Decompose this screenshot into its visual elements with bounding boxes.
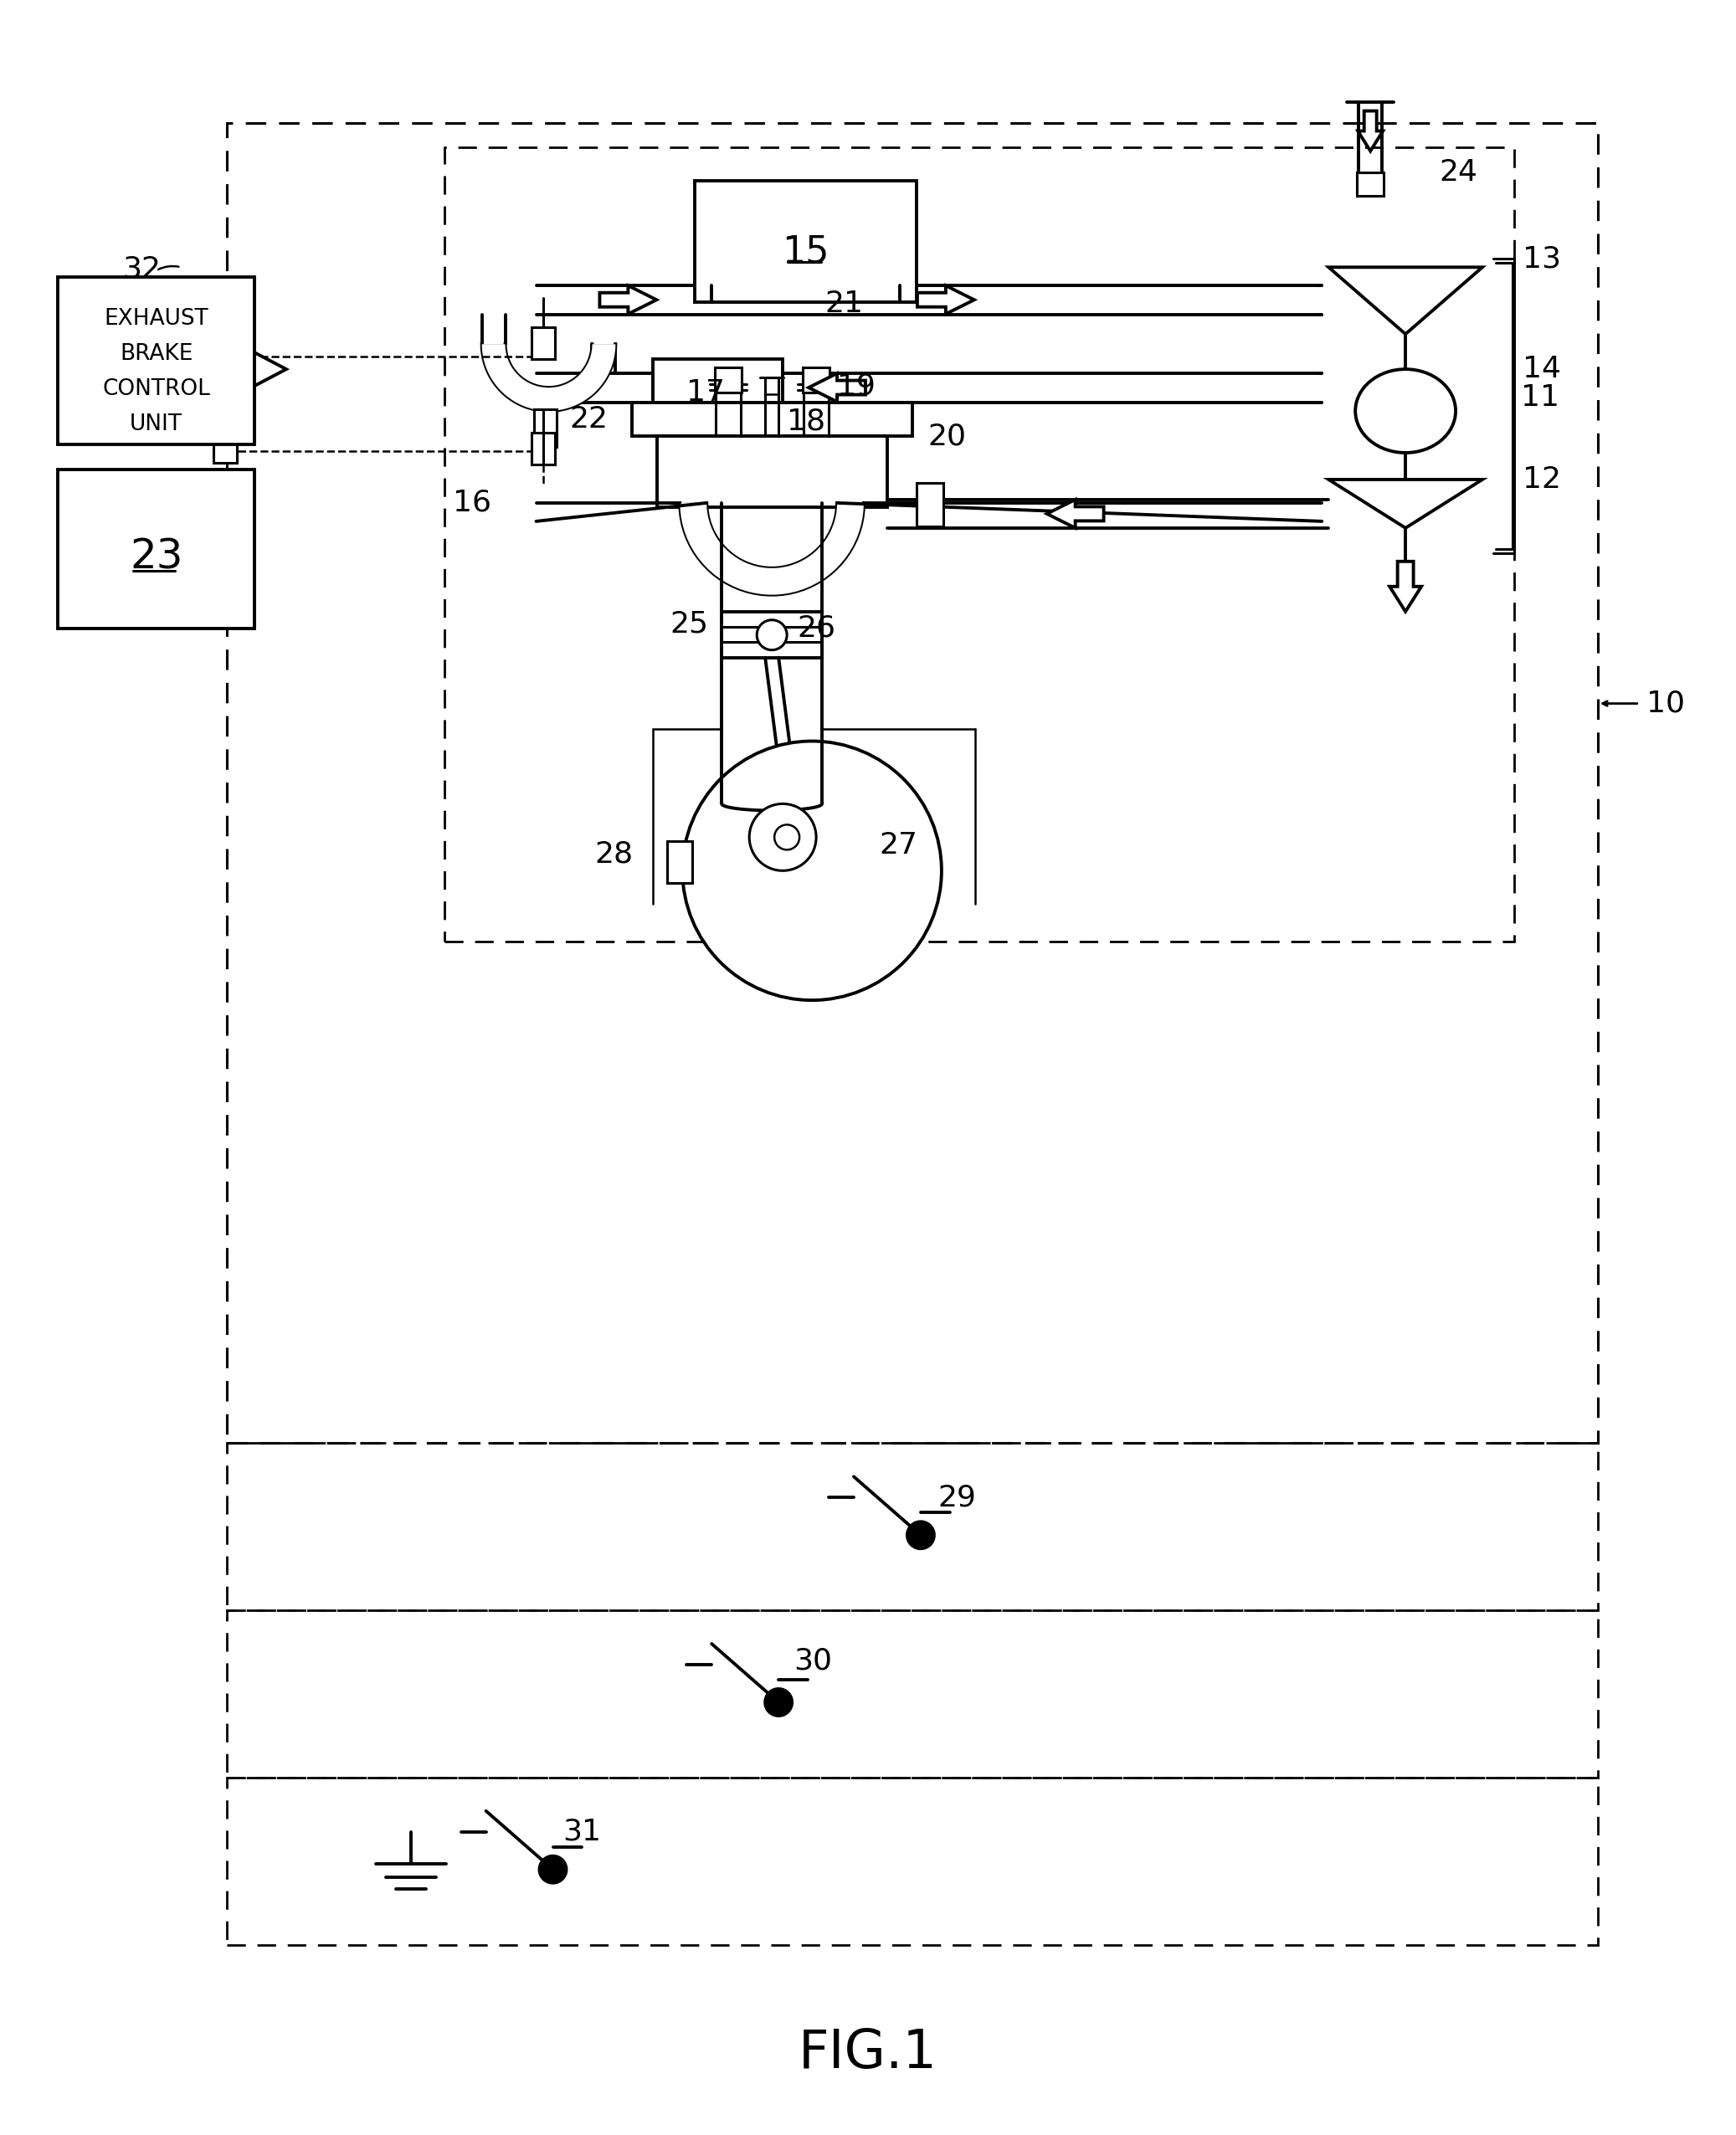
Polygon shape	[483, 344, 616, 410]
Polygon shape	[1358, 111, 1384, 152]
Bar	[214, 440, 236, 463]
Polygon shape	[1389, 562, 1422, 611]
Circle shape	[766, 1689, 792, 1717]
Text: 18: 18	[786, 408, 826, 436]
Text: 13: 13	[1522, 246, 1561, 273]
Circle shape	[540, 1855, 566, 1883]
Text: 11: 11	[1521, 384, 1559, 412]
Bar	[214, 346, 236, 369]
Text: 22: 22	[569, 406, 608, 433]
Bar	[1358, 173, 1384, 196]
Ellipse shape	[1356, 369, 1457, 453]
Bar	[653, 359, 783, 408]
Text: 21: 21	[825, 290, 863, 318]
Bar	[227, 1778, 1597, 1945]
Bar	[227, 122, 1597, 1443]
Text: 25: 25	[670, 611, 708, 638]
Text: 29: 29	[937, 1484, 976, 1512]
Bar	[531, 327, 554, 359]
Text: UNIT: UNIT	[130, 414, 182, 436]
Polygon shape	[1047, 500, 1104, 527]
Text: 32: 32	[122, 254, 161, 284]
Text: FIG.1: FIG.1	[799, 2028, 937, 2079]
Bar	[444, 147, 1514, 942]
Text: 27: 27	[878, 831, 917, 860]
Bar	[227, 1610, 1597, 1778]
Text: 23: 23	[130, 538, 182, 576]
Text: 19: 19	[837, 371, 875, 399]
Text: 31: 31	[562, 1817, 601, 1847]
Bar	[227, 1443, 1597, 1610]
Polygon shape	[599, 286, 656, 314]
Text: 28: 28	[595, 839, 634, 869]
Circle shape	[774, 824, 800, 850]
Text: BRAKE: BRAKE	[120, 344, 193, 365]
Bar	[57, 470, 255, 628]
Circle shape	[682, 741, 941, 999]
Bar	[57, 278, 255, 444]
Text: 14: 14	[1522, 354, 1561, 384]
Text: 15: 15	[783, 233, 830, 269]
Text: 16: 16	[453, 489, 491, 517]
Circle shape	[908, 1522, 934, 1548]
Bar	[658, 436, 887, 508]
Text: 30: 30	[793, 1646, 832, 1674]
Text: CONTROL: CONTROL	[102, 378, 210, 399]
Polygon shape	[681, 504, 865, 596]
Bar	[917, 483, 943, 527]
Text: 17: 17	[687, 378, 726, 408]
Text: 24: 24	[1439, 158, 1477, 188]
Circle shape	[757, 619, 786, 649]
Text: 10: 10	[1646, 690, 1684, 717]
Bar	[667, 841, 693, 884]
Polygon shape	[1328, 267, 1483, 333]
Polygon shape	[255, 352, 286, 386]
Bar	[722, 611, 823, 658]
Bar	[802, 367, 830, 393]
Polygon shape	[809, 374, 866, 401]
Polygon shape	[917, 286, 974, 314]
Text: 12: 12	[1522, 465, 1561, 493]
Bar	[632, 404, 913, 436]
Bar	[694, 181, 917, 303]
Circle shape	[750, 803, 816, 871]
Text: 20: 20	[927, 423, 965, 450]
Polygon shape	[1328, 480, 1483, 527]
Bar	[715, 367, 741, 393]
Text: EXHAUST: EXHAUST	[104, 307, 208, 331]
Text: 26: 26	[797, 615, 835, 643]
Bar	[533, 410, 557, 446]
Bar	[531, 433, 554, 465]
